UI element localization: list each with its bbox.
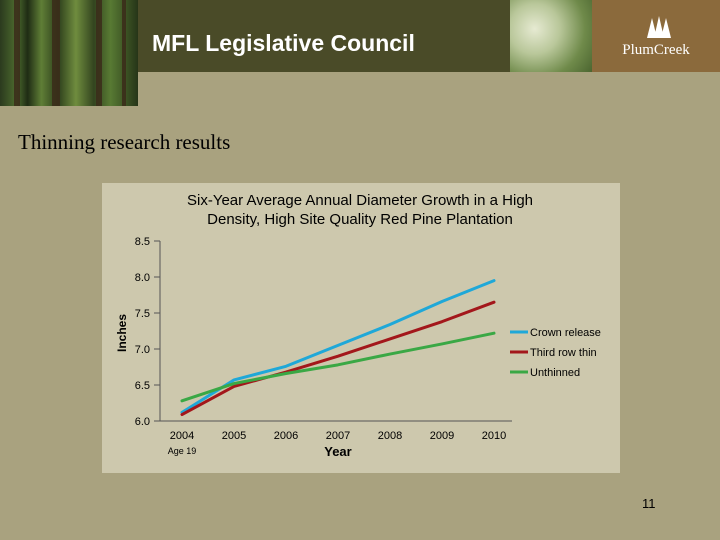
line-chart: Six-Year Average Annual Diameter Growth … xyxy=(115,192,601,459)
y-tick-label: 6.0 xyxy=(135,416,150,428)
presentation-title: MFL Legislative Council xyxy=(152,30,415,56)
y-axis-title: Inches xyxy=(115,314,129,352)
header-banner: MFL Legislative Council PlumCreek xyxy=(0,0,720,106)
y-tick-label: 6.5 xyxy=(135,380,150,392)
series-line xyxy=(180,331,496,403)
x-tick-label: 2009 xyxy=(430,430,454,442)
tree-logo-icon xyxy=(647,16,671,38)
y-tick-label: 7.5 xyxy=(135,308,150,320)
y-tick-label: 8.0 xyxy=(135,272,150,284)
forest-photo xyxy=(0,0,138,106)
y-tick-label: 8.5 xyxy=(135,236,150,248)
series-line xyxy=(180,279,496,414)
x-tick-label: 2010 xyxy=(482,430,506,442)
x-sub-label: Age 19 xyxy=(168,446,197,456)
y-tick-label: 7.0 xyxy=(135,344,150,356)
chart-panel: Six-Year Average Annual Diameter Growth … xyxy=(102,183,620,473)
x-tick-label: 2007 xyxy=(326,430,350,442)
title-bar xyxy=(138,0,510,72)
pine-needle-photo xyxy=(510,0,592,72)
legend-label: Third row thin xyxy=(530,347,597,359)
legend-label: Crown release xyxy=(530,327,601,339)
slide-subtitle: Thinning research results xyxy=(18,130,231,154)
x-tick-label: 2006 xyxy=(274,430,298,442)
x-tick-label: 2004 xyxy=(170,430,194,442)
x-tick-label: 2005 xyxy=(222,430,246,442)
chart-title-line: Six-Year Average Annual Diameter Growth … xyxy=(187,192,533,209)
legend-label: Unthinned xyxy=(530,367,580,379)
logo-text: PlumCreek xyxy=(622,42,690,58)
chart-title-line: Density, High Site Quality Red Pine Plan… xyxy=(207,211,513,228)
series-line xyxy=(180,300,496,417)
x-tick-label: 2008 xyxy=(378,430,402,442)
page-number: 11 xyxy=(642,496,656,511)
x-axis-title: Year xyxy=(324,444,351,459)
